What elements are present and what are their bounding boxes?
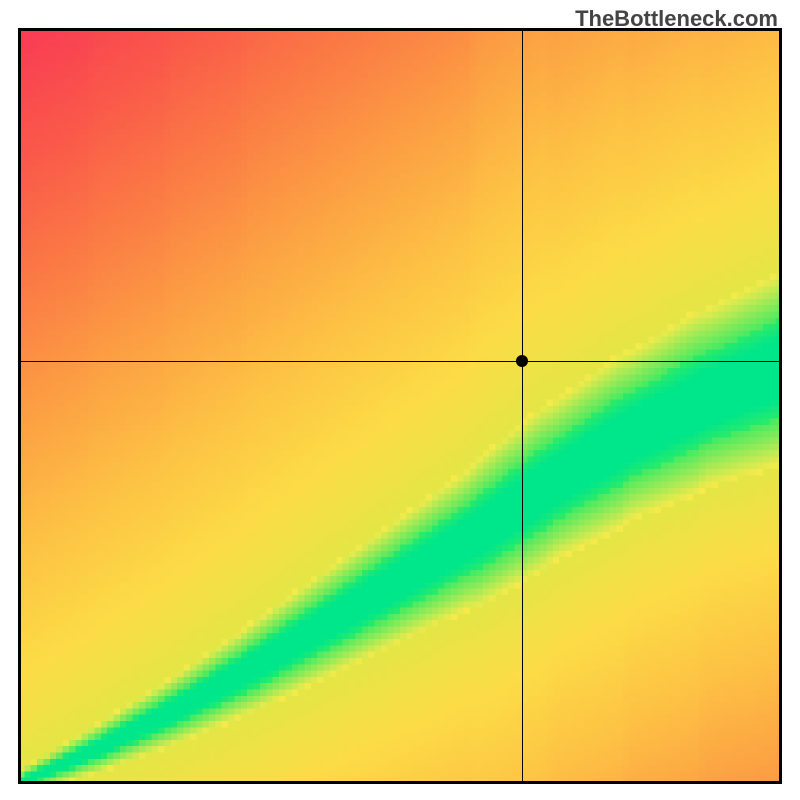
bottleneck-heatmap bbox=[18, 28, 782, 784]
chart-container: TheBottleneck.com bbox=[0, 0, 800, 800]
crosshair-vertical bbox=[522, 28, 523, 784]
crosshair-horizontal bbox=[18, 361, 782, 362]
watermark-text: TheBottleneck.com bbox=[575, 6, 778, 32]
crosshair-marker bbox=[516, 355, 528, 367]
